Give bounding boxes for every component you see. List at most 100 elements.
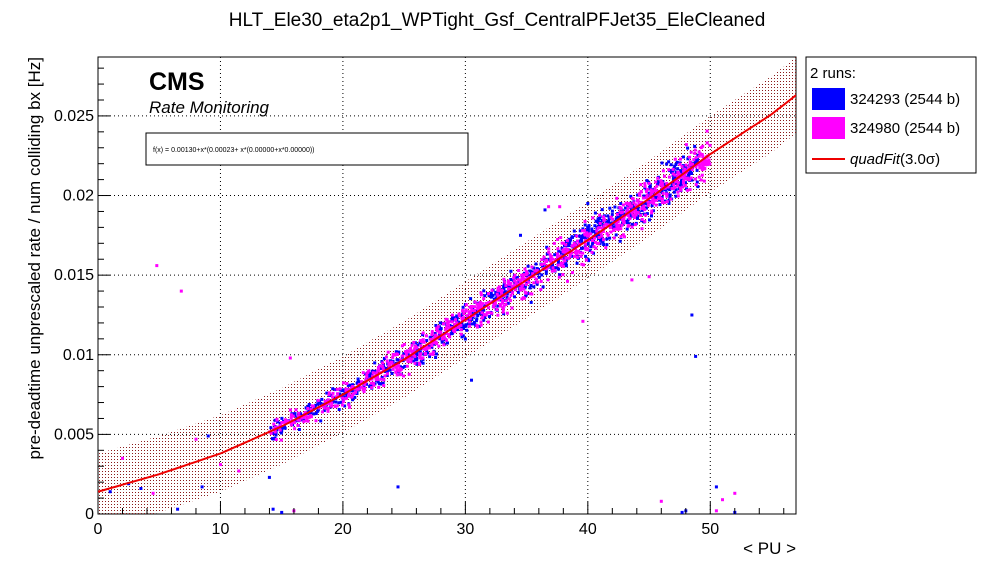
data-point [440,340,444,344]
data-point [699,146,703,150]
data-point [645,188,649,191]
data-point [679,188,683,192]
data-point [644,206,648,210]
data-point [413,347,417,351]
data-point [362,384,366,388]
data-point [457,312,461,316]
data-point [293,419,297,423]
data-point [423,351,427,355]
data-point [314,412,318,415]
data-point [683,183,687,187]
data-point [375,371,379,375]
data-point [695,180,699,184]
data-point [368,384,372,388]
data-point [553,269,557,272]
outlier-point [543,208,547,212]
data-point [583,223,587,227]
data-point [421,356,425,360]
outlier-point [151,491,155,495]
data-point [501,301,504,305]
data-point [390,372,394,375]
data-point [307,403,311,406]
data-point [516,278,520,282]
data-point [600,236,604,240]
data-point [562,250,566,254]
data-point [594,240,597,244]
data-point [689,170,693,174]
data-point [590,227,594,231]
data-point [688,188,692,192]
data-point [519,288,523,292]
data-point [615,216,619,220]
data-point [280,426,284,430]
data-point [509,269,513,273]
legend-swatch-324293 [812,88,845,110]
data-point [700,153,704,157]
data-point [384,355,388,359]
data-point [541,264,545,268]
data-point [639,183,643,187]
data-point [580,237,584,241]
data-point [523,296,526,300]
data-point [380,382,384,386]
outlier-point [547,205,551,209]
data-point [675,160,679,164]
outlier-point [280,510,284,514]
data-point [597,241,601,245]
data-point [676,190,680,194]
data-point [350,395,353,399]
data-point [382,357,386,360]
data-point [506,301,510,305]
data-point [549,255,553,258]
data-point [698,166,702,170]
data-point [606,233,610,237]
data-point [683,167,687,171]
data-point [691,162,694,166]
data-point [385,370,389,374]
data-point [687,172,691,176]
outlier-point [721,498,724,502]
data-point [556,263,560,267]
data-point [534,277,538,281]
data-point [516,290,520,294]
data-point [633,216,637,220]
data-point [327,393,331,397]
data-point [679,175,683,179]
data-point [556,247,560,251]
data-point [430,345,434,349]
data-point [490,295,493,299]
data-point [571,235,574,239]
data-point [514,281,518,285]
data-point [584,258,588,262]
data-point [345,382,349,385]
data-point [495,292,499,296]
data-point [322,409,326,412]
data-point [438,328,442,332]
data-point [626,206,630,210]
data-point [450,320,454,324]
data-point [571,271,574,275]
data-point [331,387,335,391]
data-point [595,234,599,238]
fit-formula: f(x) = 0.00130+x*(0.00023+ x*(0.00000+x*… [153,147,315,154]
data-point [694,165,698,169]
data-point [456,327,460,331]
y-tick-label: 0 [85,506,94,523]
data-point [657,193,661,197]
data-point [510,306,514,310]
data-point [410,357,414,361]
data-point [542,255,546,259]
data-point [659,180,663,184]
data-point [612,225,616,229]
data-point [431,350,435,354]
data-point [400,354,404,358]
data-point [424,334,428,338]
data-point [402,343,406,346]
data-point [604,246,608,250]
data-point [311,404,315,408]
data-point [381,381,385,385]
data-point [351,385,355,388]
data-point [549,265,552,269]
data-point [618,239,622,243]
data-point [379,367,383,370]
